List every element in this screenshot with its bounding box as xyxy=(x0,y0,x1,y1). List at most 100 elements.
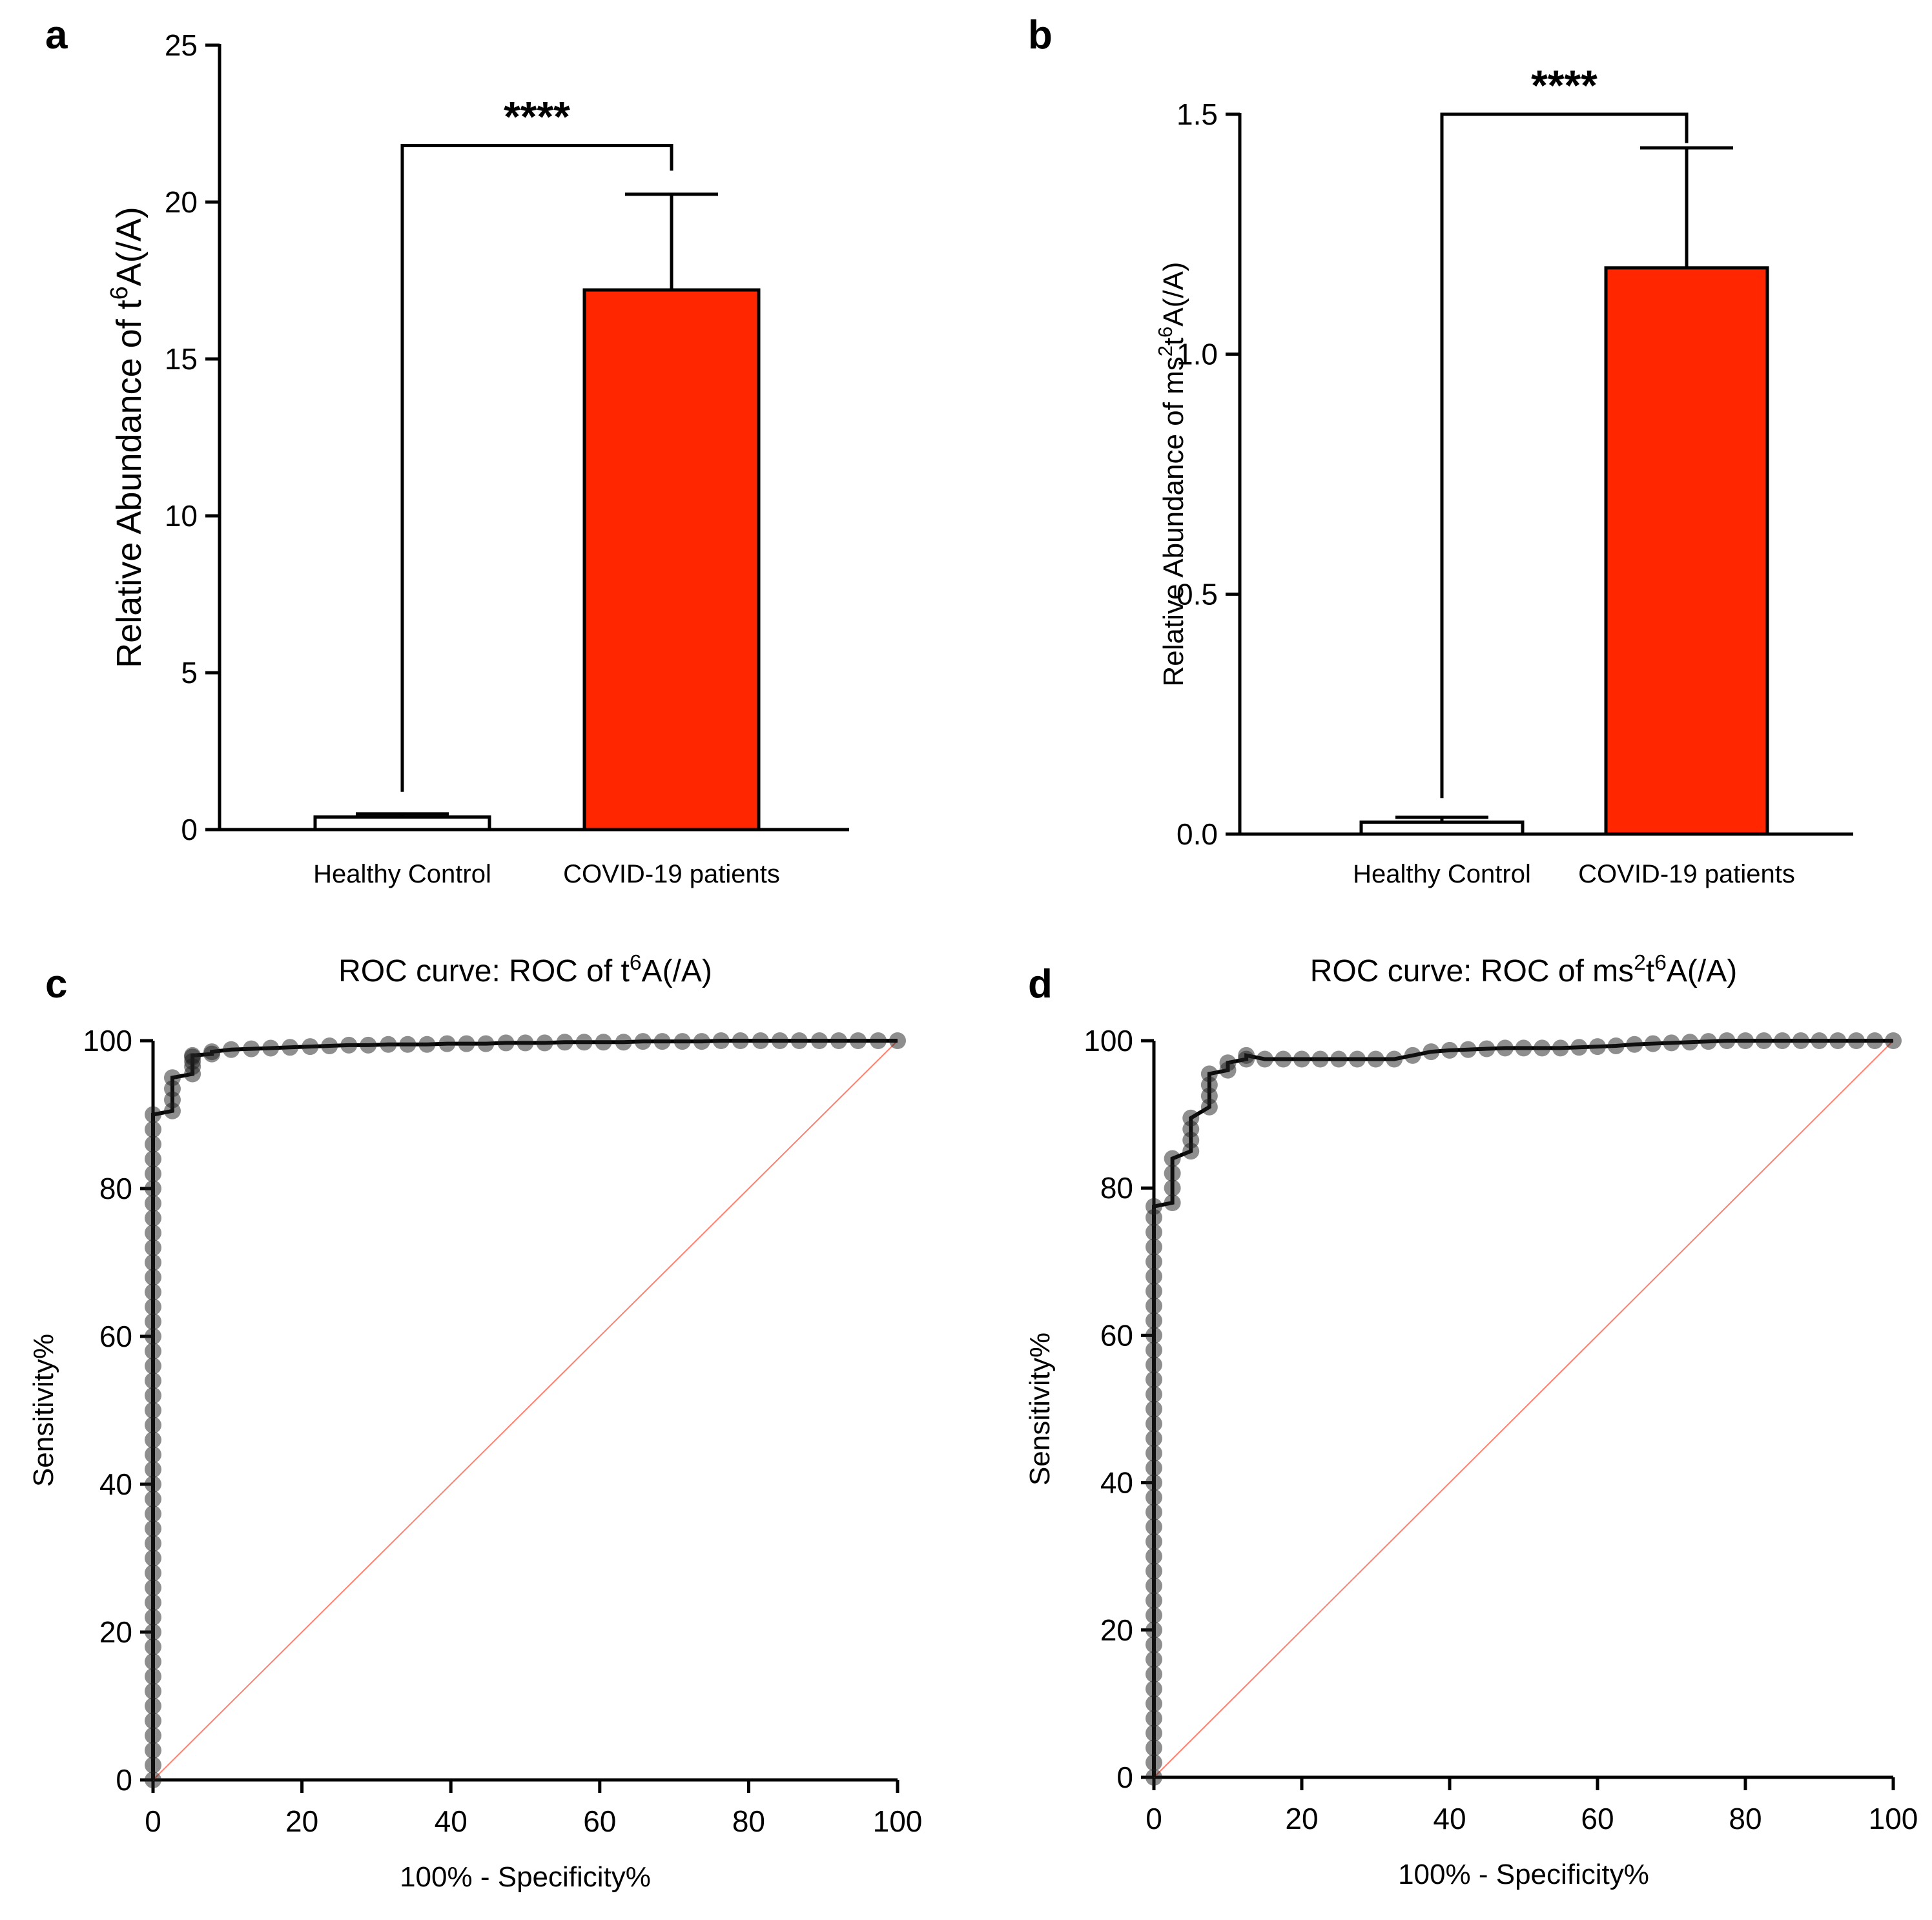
roc-point xyxy=(1146,1400,1162,1418)
x-tick-label: 80 xyxy=(732,1804,765,1838)
roc-point xyxy=(184,1047,201,1064)
roc-point xyxy=(1146,1592,1162,1609)
y-tick-label: 100 xyxy=(83,1024,132,1057)
roc-point xyxy=(1146,1385,1162,1403)
y-tick-label: 20 xyxy=(1100,1613,1133,1647)
roc-point xyxy=(1589,1038,1606,1056)
roc-point xyxy=(536,1034,553,1052)
roc-point xyxy=(145,1549,161,1567)
y-axis-title: Sensitivity% xyxy=(1024,1333,1056,1486)
roc-point xyxy=(145,1653,161,1670)
roc-point xyxy=(1146,1636,1162,1653)
significance-bracket xyxy=(1440,112,1689,799)
roc-point xyxy=(145,1712,161,1730)
roc-point xyxy=(1146,1327,1162,1344)
roc-point xyxy=(849,1032,867,1049)
roc-point xyxy=(732,1032,749,1049)
roc-point xyxy=(1146,1724,1162,1742)
roc-point xyxy=(1146,1371,1162,1388)
roc-point xyxy=(360,1036,377,1054)
roc-point xyxy=(653,1033,671,1050)
y-tick-label: 15 xyxy=(165,342,198,376)
x-tick-label: 40 xyxy=(1433,1802,1466,1835)
roc-point xyxy=(145,1461,161,1478)
roc-point xyxy=(1607,1037,1625,1054)
roc-point xyxy=(145,1757,161,1774)
roc-point xyxy=(145,1594,161,1611)
roc-point xyxy=(1146,1606,1162,1624)
roc-point xyxy=(1626,1036,1643,1053)
roc-point xyxy=(1146,1739,1162,1757)
y-axis-title: Sensitivity% xyxy=(28,1334,59,1487)
panel-letter-d: d xyxy=(1028,962,1053,1006)
x-axis-title: 100% - Specificity% xyxy=(1398,1859,1649,1890)
bar-chart-a: 0 5 10 15 20 25 Healthy Control COVID-19 patien… xyxy=(106,28,849,888)
roc-point xyxy=(1146,1577,1162,1595)
roc-point xyxy=(1146,1356,1162,1374)
roc-point xyxy=(1737,1032,1754,1049)
roc-point xyxy=(1146,1666,1162,1683)
roc-point xyxy=(1256,1050,1273,1068)
roc-point xyxy=(870,1032,887,1049)
roc-point xyxy=(145,1446,161,1464)
y-tick-label: 10 xyxy=(165,499,198,533)
roc-point xyxy=(145,1150,161,1168)
roc-point xyxy=(771,1032,788,1049)
y-tick-label: 60 xyxy=(99,1320,132,1353)
roc-point xyxy=(1146,1342,1162,1359)
y-tick-label: 20 xyxy=(165,185,198,219)
roc-point xyxy=(145,1535,161,1552)
roc-point xyxy=(1885,1032,1902,1049)
roc-point xyxy=(1164,1194,1181,1212)
bar xyxy=(1604,266,1769,836)
y-tick-label: 60 xyxy=(1100,1318,1133,1352)
roc-point xyxy=(1146,1518,1162,1536)
roc-point xyxy=(1146,1489,1162,1506)
roc-point xyxy=(145,1564,161,1582)
roc-point xyxy=(497,1034,515,1052)
roc-point xyxy=(1146,1754,1162,1772)
roc-point xyxy=(145,1194,161,1212)
roc-point xyxy=(790,1032,808,1049)
roc-point xyxy=(556,1034,573,1051)
roc-point xyxy=(752,1032,769,1049)
significance-label: **** xyxy=(504,93,570,141)
roc-point xyxy=(1238,1047,1255,1064)
roc-point xyxy=(145,1165,161,1183)
x-axis-title: 100% - Specificity% xyxy=(400,1861,651,1893)
roc-point xyxy=(1146,1459,1162,1476)
roc-point xyxy=(145,1742,161,1759)
roc-point xyxy=(145,1416,161,1434)
roc-point xyxy=(810,1032,828,1049)
roc-point xyxy=(517,1034,534,1052)
roc-point xyxy=(145,1254,161,1271)
x-tick-label: 60 xyxy=(583,1804,616,1838)
y-tick-label: 0 xyxy=(181,813,198,846)
roc-point xyxy=(1146,1621,1162,1639)
roc-point xyxy=(1570,1039,1588,1056)
roc-point xyxy=(145,1520,161,1537)
bar xyxy=(1359,820,1525,836)
roc-point xyxy=(321,1037,338,1055)
roc-point xyxy=(145,1490,161,1507)
roc-point xyxy=(145,1638,161,1655)
roc-point xyxy=(1311,1050,1329,1068)
significance-bracket xyxy=(400,144,673,792)
roc-point xyxy=(1552,1039,1569,1057)
y-axis-title: Relative Abundance of ms2t6A(/A) xyxy=(1154,262,1190,687)
roc-point xyxy=(145,1772,161,1788)
roc-point xyxy=(145,1180,161,1197)
y-tick-label: 80 xyxy=(1100,1171,1133,1205)
roc-point xyxy=(145,1342,161,1360)
y-tick-label: 100 xyxy=(1084,1024,1133,1057)
y-tick-label: 1.0 xyxy=(1177,338,1218,371)
roc-point xyxy=(1423,1043,1440,1061)
chart-title: ROC curve: ROC of ms2t6A(/A) xyxy=(1310,951,1737,989)
roc-chart-c: ROC curve: ROC of t6A(/A) 0 20 40 60 80 100 0 20… xyxy=(28,951,922,1894)
roc-point xyxy=(145,1209,161,1227)
y-tick-label: 25 xyxy=(165,28,198,62)
roc-point xyxy=(418,1036,436,1053)
roc-point xyxy=(1182,1109,1200,1127)
roc-point xyxy=(1146,1562,1162,1580)
